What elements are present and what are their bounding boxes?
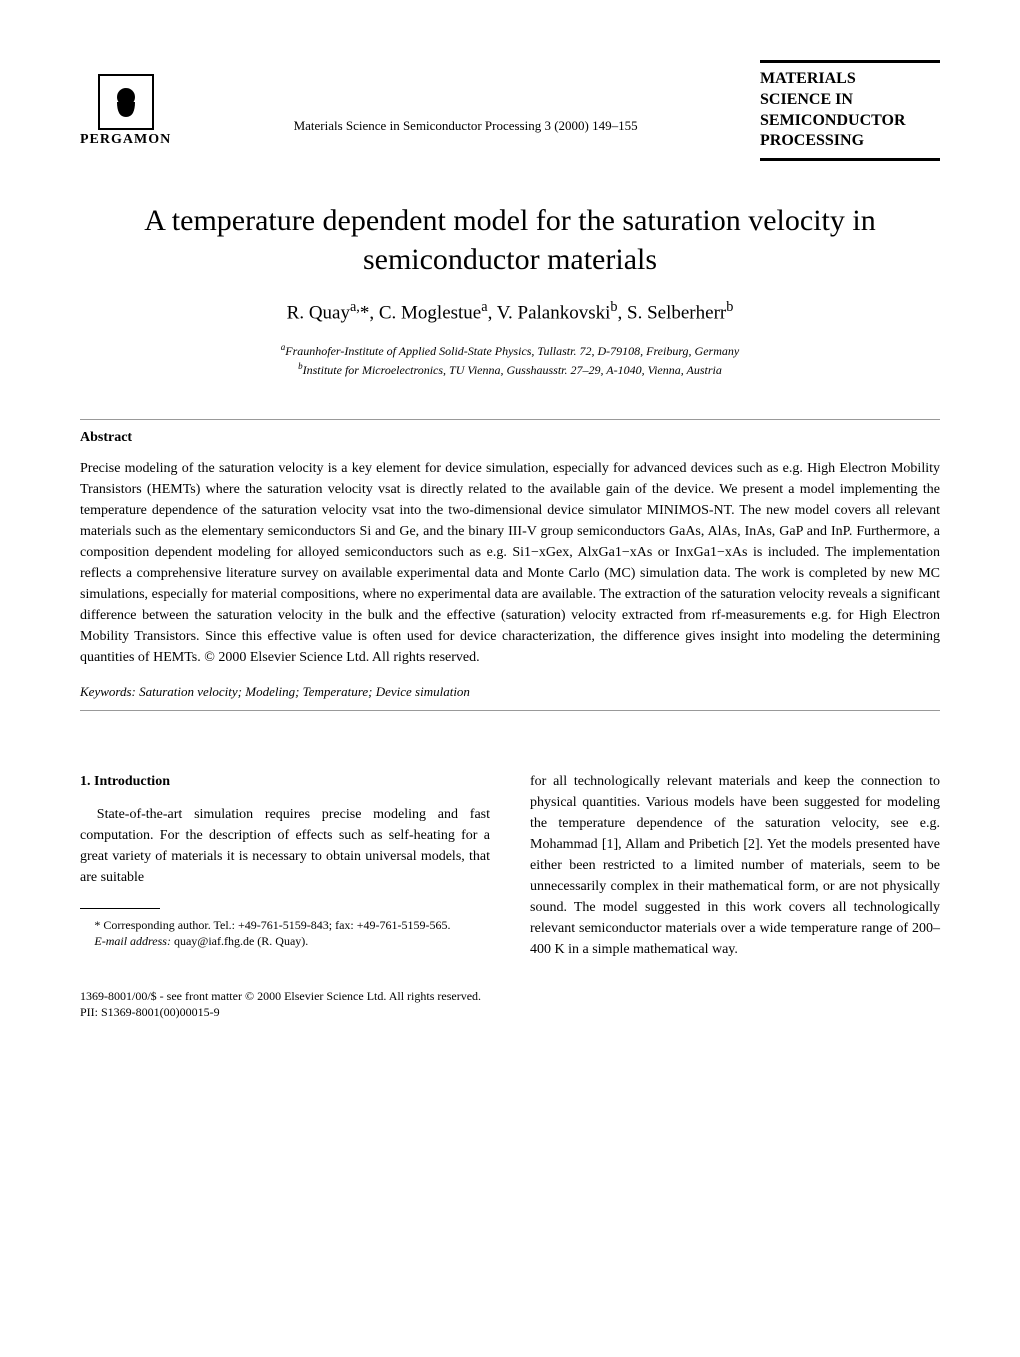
abstract-body: Precise modeling of the saturation veloc… — [80, 458, 940, 668]
pii-line: PII: S1369-8001(00)00015-9 — [80, 1004, 940, 1021]
corresponding-author-footnote: * Corresponding author. Tel.: +49-761-51… — [80, 917, 490, 934]
publisher-logo-icon — [98, 74, 154, 130]
journal-citation: Materials Science in Semiconductor Proce… — [171, 88, 760, 134]
journal-box-line: MATERIALS — [760, 69, 940, 90]
copyright-block: 1369-8001/00/$ - see front matter © 2000… — [80, 988, 940, 1022]
author-list: R. Quaya,*, C. Moglestuea, V. Palankovsk… — [80, 299, 940, 324]
journal-box-line: SCIENCE IN — [760, 90, 940, 111]
publisher-name: PERGAMON — [80, 132, 171, 148]
footnote-divider — [80, 908, 160, 909]
keywords-text: Saturation velocity; Modeling; Temperatu… — [139, 684, 470, 699]
divider — [80, 419, 940, 420]
head-silhouette-icon — [106, 82, 146, 122]
affiliation-a: aFraunhofer-Institute of Applied Solid-S… — [80, 341, 940, 360]
section-heading-introduction: 1. Introduction — [80, 771, 490, 792]
right-column: for all technologically relevant materia… — [530, 771, 940, 968]
intro-para-2: for all technologically relevant materia… — [530, 771, 940, 960]
article-title: A temperature dependent model for the sa… — [80, 201, 940, 279]
body-columns: 1. Introduction State-of-the-art simulat… — [80, 771, 940, 968]
divider — [80, 710, 940, 711]
page-header: PERGAMON Materials Science in Semiconduc… — [80, 60, 940, 161]
email-footnote: E-mail address: quay@iaf.fhg.de (R. Quay… — [80, 933, 490, 950]
affiliation-b: bInstitute for Microelectronics, TU Vien… — [80, 360, 940, 379]
journal-box-line: SEMICONDUCTOR — [760, 111, 940, 132]
email-value: quay@iaf.fhg.de (R. Quay). — [174, 934, 308, 948]
abstract-heading: Abstract — [80, 430, 940, 446]
email-label: E-mail address: — [94, 934, 171, 948]
journal-box-line: PROCESSING — [760, 131, 940, 152]
copyright-line-1: 1369-8001/00/$ - see front matter © 2000… — [80, 988, 940, 1005]
affiliations-block: aFraunhofer-Institute of Applied Solid-S… — [80, 341, 940, 379]
intro-para-1: State-of-the-art simulation requires pre… — [80, 804, 490, 888]
publisher-block: PERGAMON — [80, 74, 171, 148]
keywords-label: Keywords: — [80, 684, 136, 699]
journal-title-box: MATERIALS SCIENCE IN SEMICONDUCTOR PROCE… — [760, 60, 940, 161]
keywords-line: Keywords: Saturation velocity; Modeling;… — [80, 684, 940, 700]
left-column: 1. Introduction State-of-the-art simulat… — [80, 771, 490, 968]
